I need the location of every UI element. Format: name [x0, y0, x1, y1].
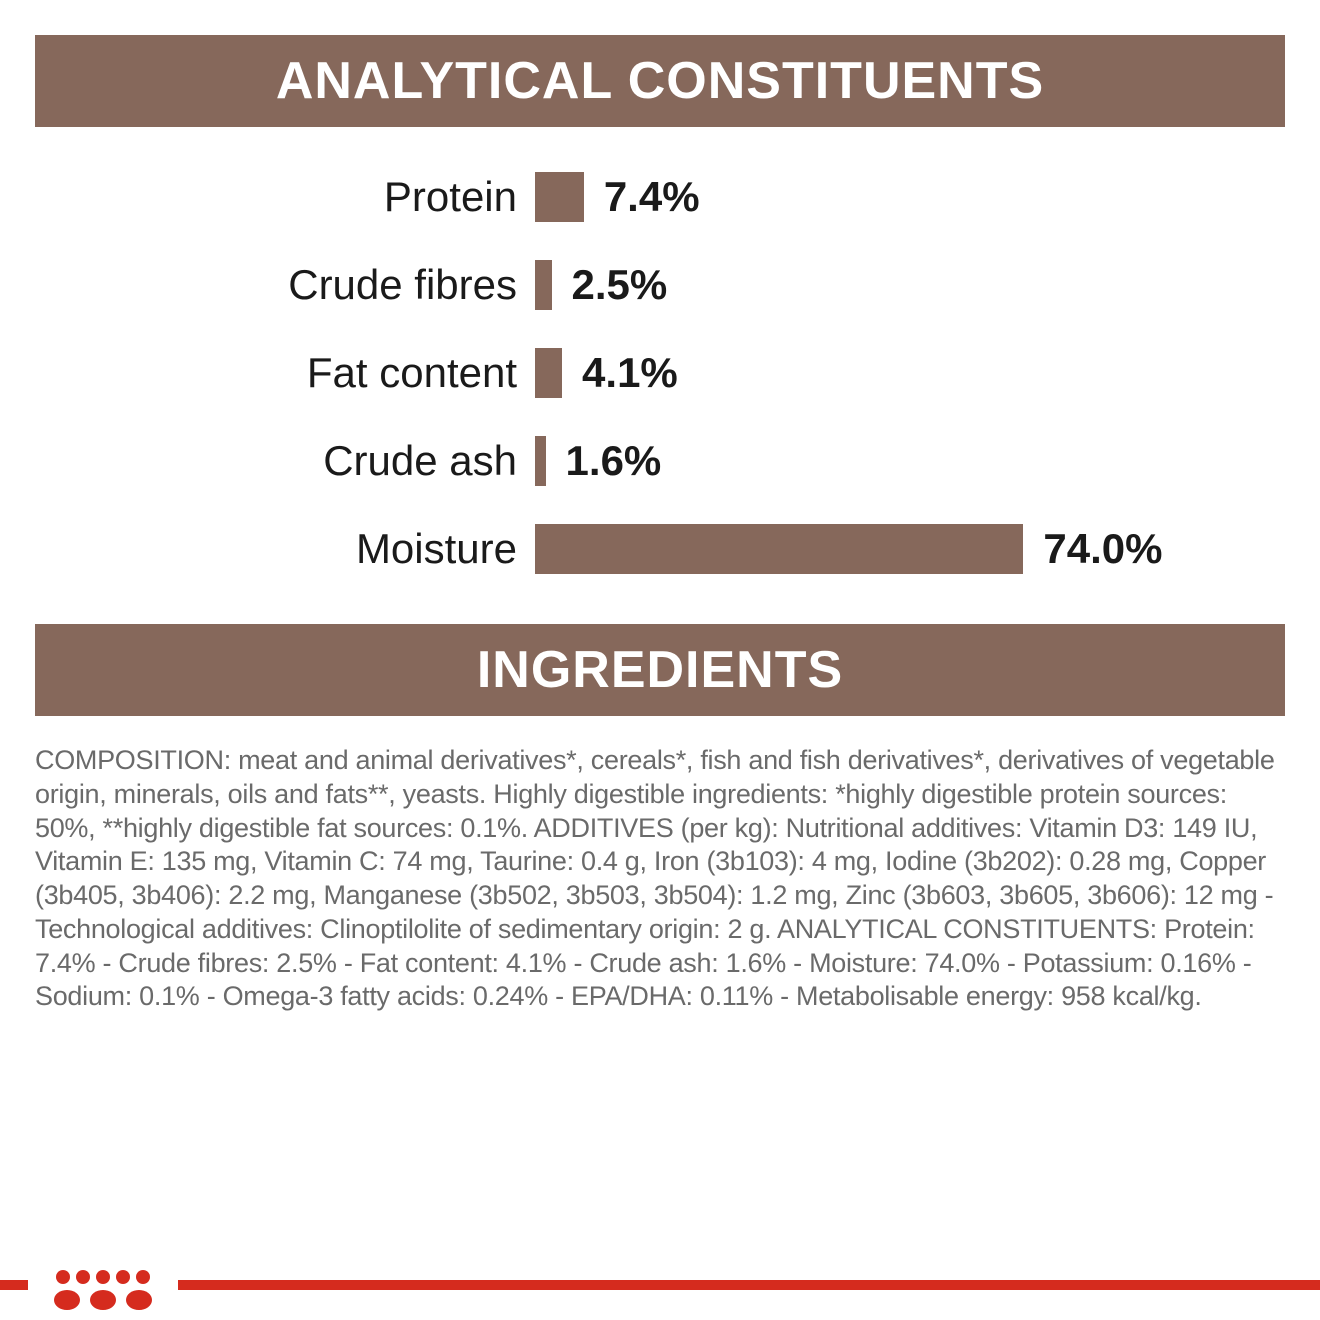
bar-label-fat: Fat content — [35, 349, 535, 397]
main-container: ANALYTICAL CONSTITUENTS Protein 7.4% Cru… — [0, 0, 1320, 1014]
bar-label-moisture: Moisture — [35, 525, 535, 573]
chart-row: Crude ash 1.6% — [35, 436, 1285, 486]
bar-value-moisture: 74.0% — [1023, 525, 1162, 573]
bar-label-ash: Crude ash — [35, 437, 535, 485]
chart-row: Moisture 74.0% — [35, 524, 1285, 574]
bar-protein — [535, 172, 584, 222]
constituents-chart: Protein 7.4% Crude fibres 2.5% Fat conte… — [35, 127, 1285, 624]
bar-value-protein: 7.4% — [584, 173, 700, 221]
bar-value-fibres: 2.5% — [552, 261, 668, 309]
bar-fat — [535, 348, 562, 398]
chart-row: Crude fibres 2.5% — [35, 260, 1285, 310]
bar-value-ash: 1.6% — [546, 437, 662, 485]
bar-fibres — [535, 260, 552, 310]
ingredients-body: COMPOSITION: meat and animal derivatives… — [35, 716, 1285, 1014]
chart-row: Fat content 4.1% — [35, 348, 1285, 398]
constituents-header: ANALYTICAL CONSTITUENTS — [35, 35, 1285, 127]
bar-moisture — [535, 524, 1023, 574]
bar-label-fibres: Crude fibres — [35, 261, 535, 309]
bar-ash — [535, 436, 546, 486]
accent-line — [0, 1280, 1320, 1290]
chart-row: Protein 7.4% — [35, 172, 1285, 222]
brand-footer — [0, 1200, 1320, 1320]
crown-logo-icon — [28, 1200, 178, 1320]
bar-value-fat: 4.1% — [562, 349, 678, 397]
bar-label-protein: Protein — [35, 173, 535, 221]
ingredients-header: INGREDIENTS — [35, 624, 1285, 716]
